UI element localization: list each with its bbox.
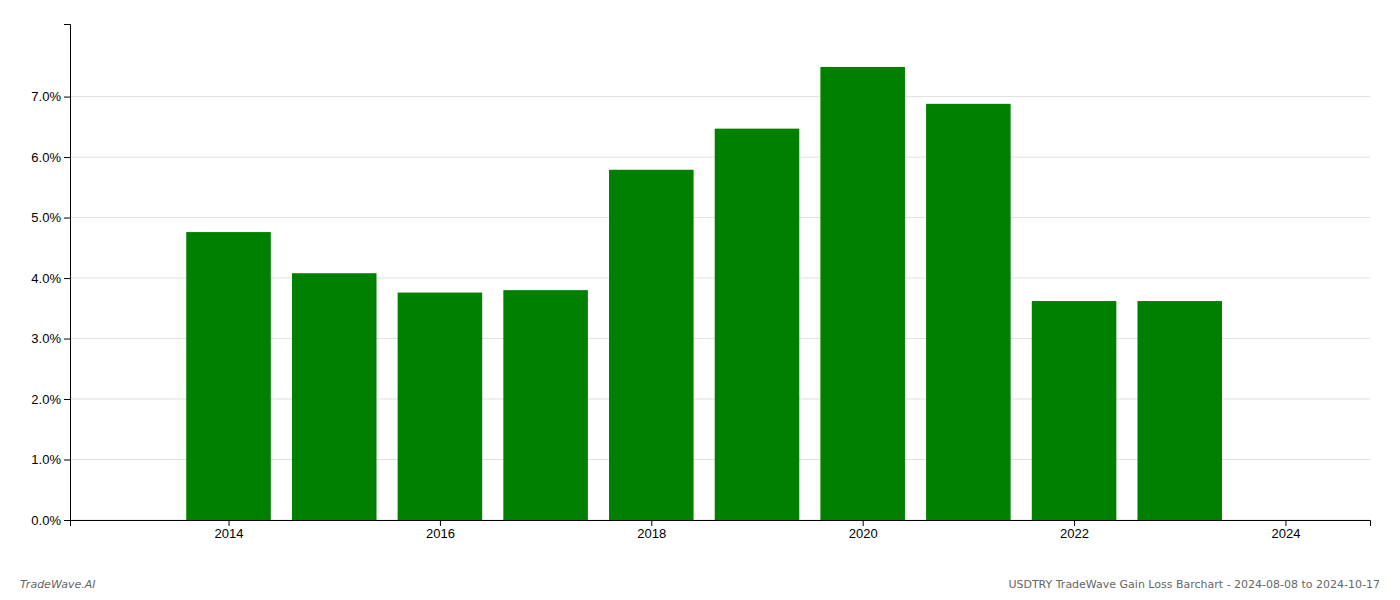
tick-label: 2016 xyxy=(426,526,455,541)
bar xyxy=(820,67,905,520)
tick: 4.0% xyxy=(31,271,70,286)
tick-mark xyxy=(64,520,70,521)
tick: 0.0% xyxy=(31,513,70,528)
tick-label: 4.0% xyxy=(31,271,61,286)
tick-mark xyxy=(1074,520,1075,526)
bars xyxy=(186,67,1222,520)
axis-line xyxy=(71,521,1371,527)
tick-mark xyxy=(64,399,70,400)
tick-label: 7.0% xyxy=(31,89,61,104)
bar xyxy=(1137,301,1222,520)
tick-mark xyxy=(440,520,441,526)
bar xyxy=(609,170,694,520)
tick-mark xyxy=(64,339,70,340)
x-axis: 2014 2016 2018 2020 2022 2024 xyxy=(71,520,1371,541)
tick-label: 2.0% xyxy=(31,392,61,407)
tick-mark xyxy=(64,97,70,98)
footer-left: TradeWave.AI xyxy=(20,578,95,591)
tick: 2.0% xyxy=(31,392,70,407)
tick: 1.0% xyxy=(31,452,70,467)
tick-mark xyxy=(64,460,70,461)
tick-mark xyxy=(863,520,864,526)
chart: 2014 2016 2018 2020 2022 2024 0.0% 1.0% 2.0% 3.0%… xyxy=(0,0,1400,600)
footer: TradeWave.AI USDTRY TradeWave Gain Loss B… xyxy=(20,578,1380,591)
tick: 2022 xyxy=(1060,520,1089,541)
tick-label: 2020 xyxy=(849,526,878,541)
tick-label: 6.0% xyxy=(31,150,61,165)
tick: 2020 xyxy=(849,520,878,541)
tick-mark xyxy=(651,520,652,526)
grid-line xyxy=(70,96,1370,97)
tick: 2018 xyxy=(637,520,666,541)
bar xyxy=(186,232,271,520)
bar xyxy=(503,290,588,520)
footer-right: USDTRY TradeWave Gain Loss Barchart - 20… xyxy=(1008,578,1380,591)
tick-label: 2022 xyxy=(1060,526,1089,541)
tick-label: 3.0% xyxy=(31,331,61,346)
tick: 7.0% xyxy=(31,89,70,104)
bar xyxy=(715,129,800,520)
tick-mark xyxy=(1285,520,1286,526)
y-axis: 0.0% 1.0% 2.0% 3.0% 4.0% 5.0% 6.0% 7.0% xyxy=(31,25,70,528)
tick-label: 1.0% xyxy=(31,452,61,467)
bar xyxy=(926,104,1011,520)
tick-label: 0.0% xyxy=(31,513,61,528)
grid xyxy=(70,97,1370,520)
tick-label: 5.0% xyxy=(31,210,61,225)
tick-mark xyxy=(64,218,70,219)
tick-label: 2018 xyxy=(637,526,666,541)
tick-mark xyxy=(64,278,70,279)
bar xyxy=(1032,301,1117,520)
tick: 6.0% xyxy=(31,150,70,165)
tick: 3.0% xyxy=(31,331,70,346)
tick: 2016 xyxy=(426,520,455,541)
bar xyxy=(398,293,483,520)
tick-mark xyxy=(229,520,230,526)
tick: 2024 xyxy=(1271,520,1300,541)
axis-line xyxy=(64,25,71,521)
tick-mark xyxy=(64,157,70,158)
tick-label: 2024 xyxy=(1271,526,1300,541)
tick: 2014 xyxy=(215,520,244,541)
bar xyxy=(292,273,377,520)
tick-label: 2014 xyxy=(215,526,244,541)
tick: 5.0% xyxy=(31,210,70,225)
